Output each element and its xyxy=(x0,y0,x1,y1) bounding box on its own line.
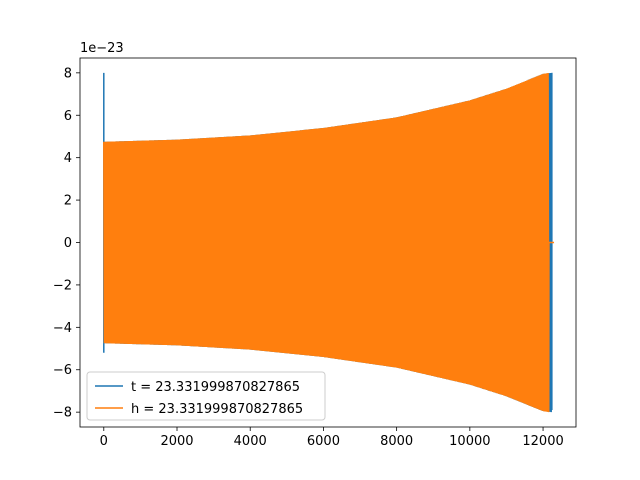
y-axis: −8 −6 −4 −2 0 2 4 6 8 xyxy=(53,66,80,421)
legend-box xyxy=(86,371,326,421)
y-tick-label: 6 xyxy=(64,109,72,124)
x-tick-label: 2000 xyxy=(160,434,193,449)
x-tick-label: 8000 xyxy=(380,434,413,449)
y-tick-label: 4 xyxy=(64,151,72,166)
x-tick-label: 4000 xyxy=(234,434,267,449)
x-axis: 0 2000 4000 6000 8000 10000 12000 xyxy=(100,427,564,449)
y-offset-text: 1e−23 xyxy=(80,41,124,56)
x-tick-label: 12000 xyxy=(522,434,563,449)
x-tick-label: 0 xyxy=(100,434,108,449)
series-line-1 xyxy=(103,72,555,413)
x-tick-label: 10000 xyxy=(449,434,490,449)
y-tick-label: 2 xyxy=(64,194,72,209)
legend: t = 23.331999870827865 h = 23.3319998708… xyxy=(86,371,326,421)
legend-label-t: t = 23.331999870827865 xyxy=(131,380,300,395)
series-layer xyxy=(103,72,555,413)
y-tick-label: −2 xyxy=(53,278,72,293)
y-tick-label: −6 xyxy=(53,363,72,378)
y-tick-label: −8 xyxy=(53,406,72,421)
legend-label-h: h = 23.331999870827865 xyxy=(131,402,303,417)
y-tick-label: 8 xyxy=(64,66,72,81)
y-tick-label: −4 xyxy=(53,321,72,336)
x-tick-label: 6000 xyxy=(307,434,340,449)
y-tick-label: 0 xyxy=(64,236,72,251)
